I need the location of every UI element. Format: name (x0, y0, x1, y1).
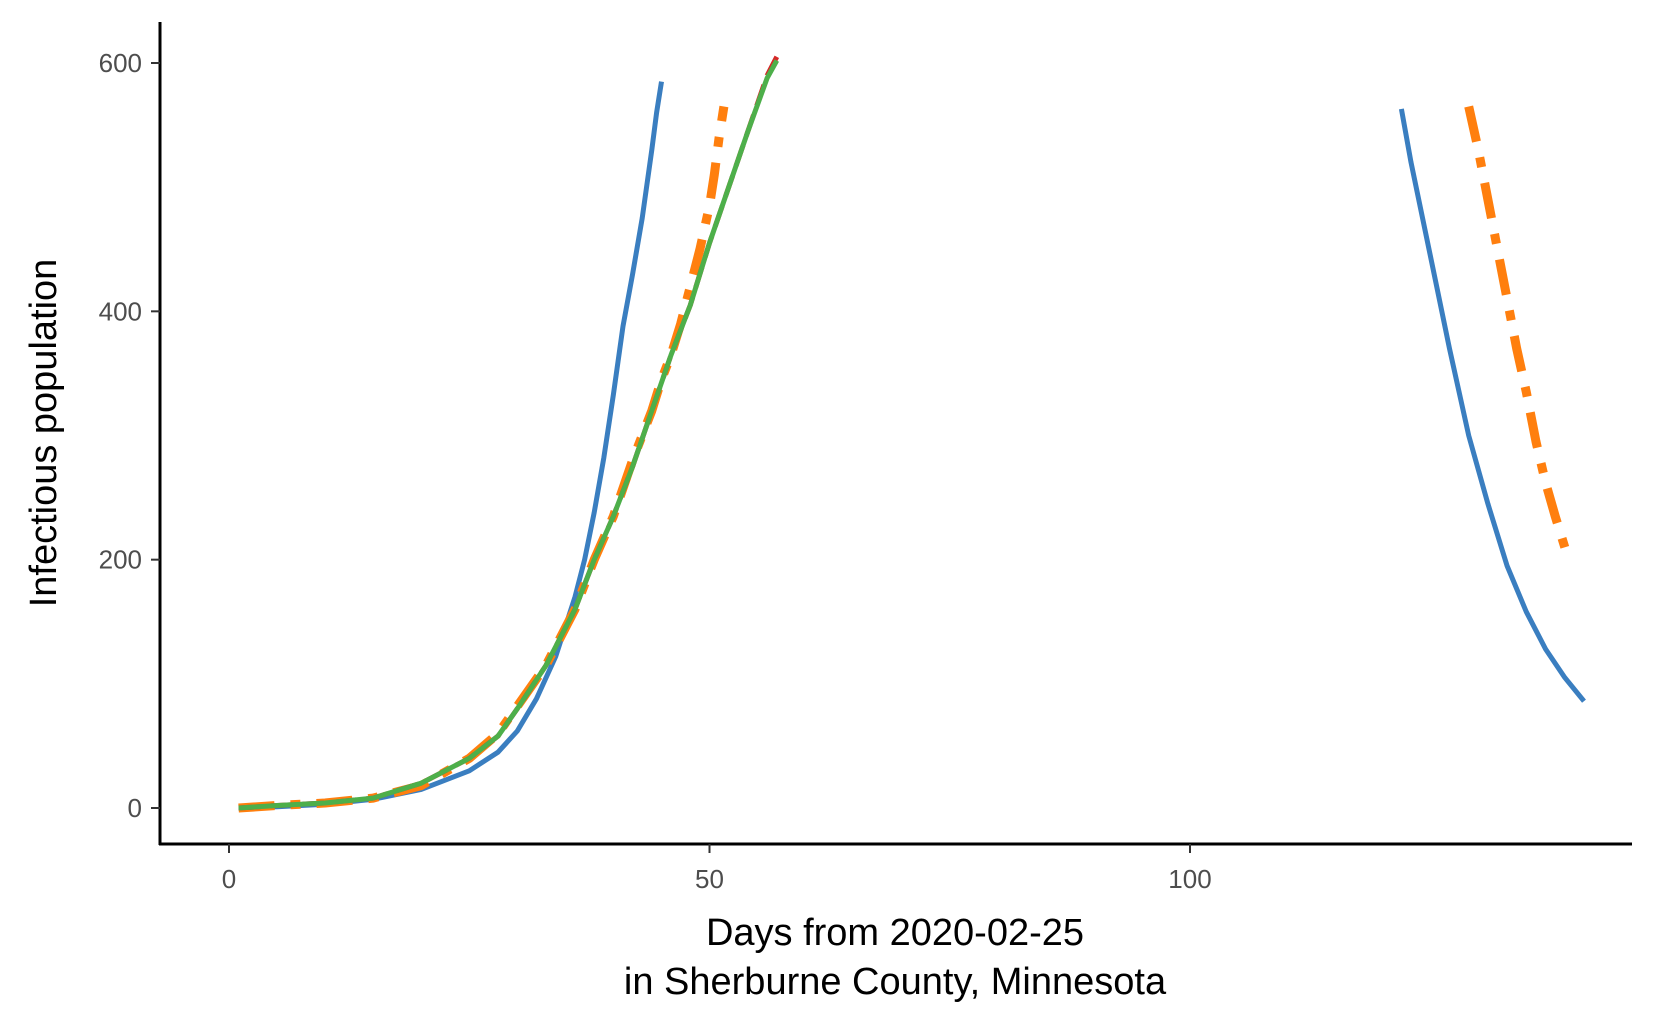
y-tick-label-600: 600 (99, 48, 142, 78)
series-2 (238, 55, 780, 811)
series-1 (238, 105, 1570, 813)
y-tick-label-200: 200 (99, 545, 142, 575)
x-axis-title-line-2: in Sherburne County, Minnesota (624, 961, 1167, 1003)
y-tick-label-0: 0 (128, 793, 142, 823)
series-1-line-0 (238, 105, 729, 813)
x-tick-label-0: 0 (222, 864, 236, 894)
ticks-layer: 0 50 100 0 200 400 600 (99, 48, 1212, 894)
series-3 (238, 59, 779, 811)
x-tick-label-100: 100 (1168, 864, 1211, 894)
y-axis-title: Infectious population (23, 259, 65, 608)
axes-layer (158, 22, 1632, 846)
x-tick-label-50: 50 (695, 864, 724, 894)
x-axis-title-line-1: Days from 2020-02-25 (706, 912, 1084, 954)
series-2-line-0 (238, 55, 780, 811)
series-0-line-0 (238, 81, 664, 811)
y-tick-label-400: 400 (99, 296, 142, 326)
series-0-line-1 (1398, 108, 1586, 703)
series-layer (238, 55, 1586, 813)
series-3-line-0 (238, 59, 779, 811)
series-0 (238, 81, 1586, 811)
series-1-line-1 (1464, 105, 1570, 549)
